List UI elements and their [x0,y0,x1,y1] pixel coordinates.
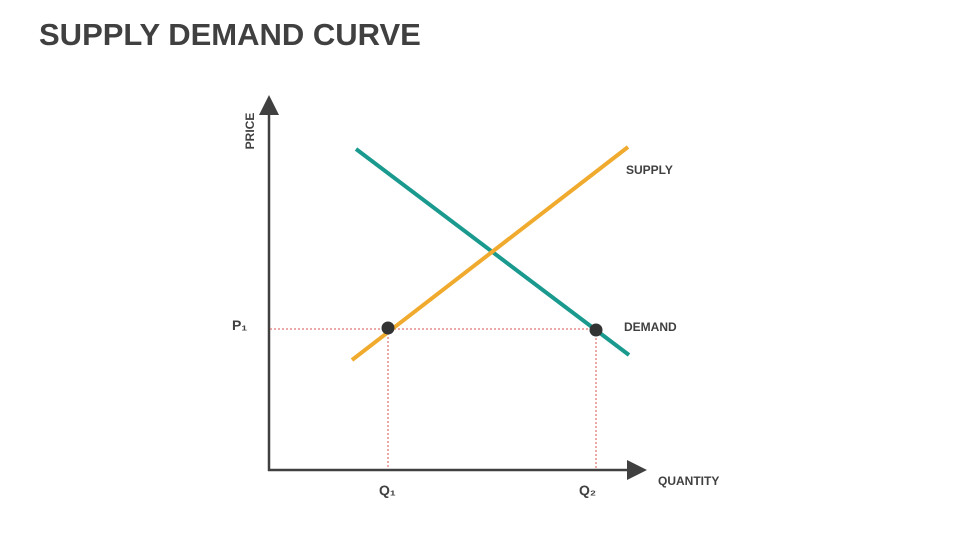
p1-label: P₁ [232,317,247,333]
supply-curve [350,145,630,362]
demand-label: DEMAND [624,320,677,334]
q1-label: Q₁ [379,482,396,498]
supply-label: SUPPLY [626,163,673,177]
x-axis-label: QUANTITY [658,474,719,488]
point [589,323,603,337]
y-axis-label: PRICE [243,113,257,150]
point [381,321,395,335]
q2-label: Q₂ [579,482,596,498]
title: SUPPLY DEMAND CURVE [39,17,421,52]
